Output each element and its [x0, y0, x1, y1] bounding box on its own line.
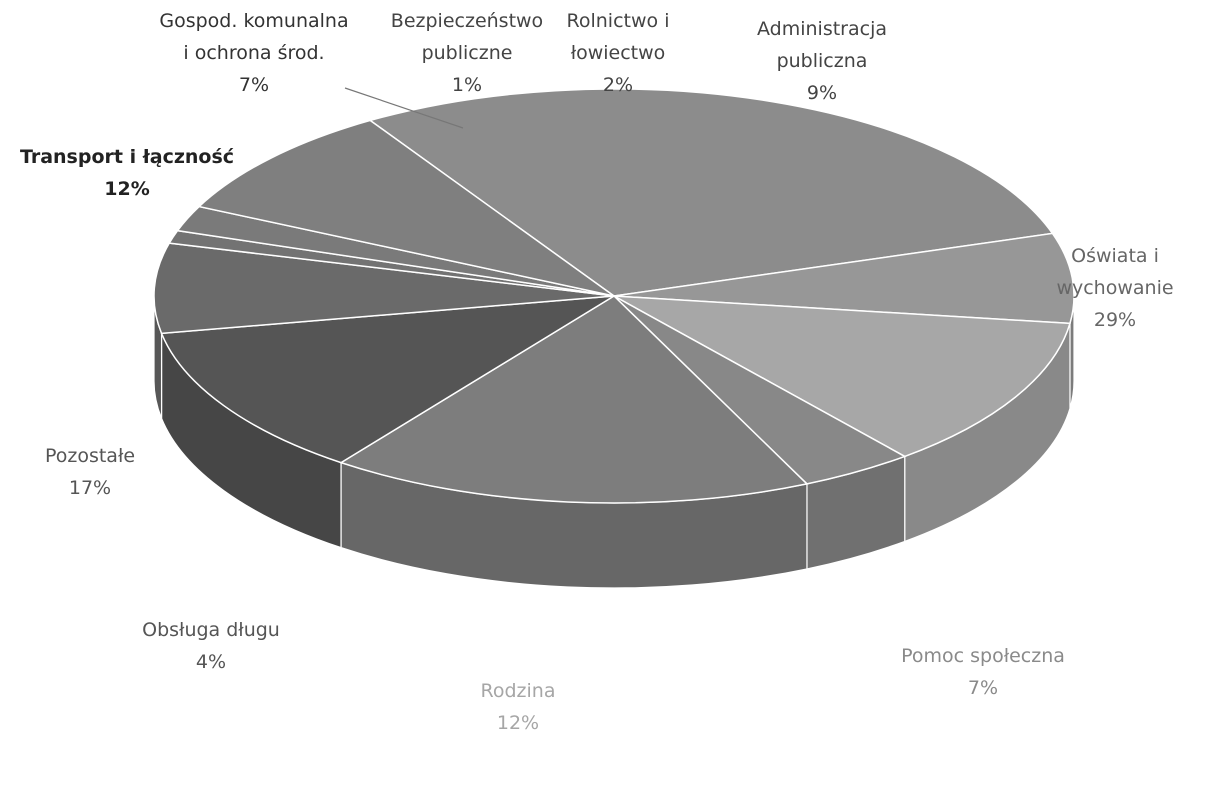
leader-line-gospod-komunalna	[344, 87, 464, 129]
pie-top-group	[153, 88, 1075, 504]
slice-label-bezpieczenstwo-publiczne: Bezpieczeństwo publiczne	[391, 10, 543, 64]
slice-label-obsluga-dlugu: Obsługa długu	[142, 619, 280, 641]
slice-value-oswiata-i-wychowanie: 29%	[1094, 309, 1136, 331]
slice-label-oswiata-i-wychowanie: Oświata i wychowanie	[1056, 245, 1173, 299]
slice-value-bezpieczenstwo-publiczne: 1%	[452, 74, 482, 96]
slice-label-rolnictwo-i-lowiectwo: Rolnictwo i łowiectwo	[567, 10, 670, 64]
pie-slice-oswiata-i-wychowanie	[368, 88, 1054, 297]
slice-value-obsluga-dlugu: 4%	[196, 651, 226, 673]
pie-slice-administracja-publiczna	[197, 119, 615, 297]
slice-label-transport-i-lacznosc: Transport i łączność	[20, 146, 234, 168]
pie-slice-pomoc-spoleczna	[613, 232, 1075, 325]
slice-value-rolnictwo-i-lowiectwo: 2%	[603, 74, 633, 96]
slice-label-pozostale: Pozostałe	[45, 445, 135, 467]
pie-slice-gospod-komunalna-i-ochrona-srod	[153, 242, 615, 335]
slice-value-gospod-komunalna-i-ochrona-srod: 7%	[239, 74, 269, 96]
slice-value-administracja-publiczna: 9%	[807, 82, 837, 104]
slice-label-administracja-publiczna: Administracja publiczna	[757, 18, 887, 72]
slice-value-pozostale: 17%	[69, 477, 111, 499]
pie-slice-pozostale	[339, 295, 809, 504]
slice-label-pomoc-spoleczna: Pomoc społeczna	[901, 645, 1065, 667]
slice-value-rodzina: 12%	[497, 712, 539, 734]
slice-label-gospod-komunalna-i-ochrona-srod: Gospod. komunalna i ochrona środ.	[159, 10, 348, 64]
pie-slice-transport-i-lacznosc	[160, 295, 615, 464]
slice-value-transport-i-lacznosc: 12%	[104, 178, 149, 200]
pie-labels: Oświata i wychowanie 29% Pomoc społeczna 7% R…	[20, 10, 1174, 734]
pie-slice-rodzina	[613, 295, 1071, 458]
slice-value-pomoc-spoleczna: 7%	[968, 677, 998, 699]
slice-label-rodzina: Rodzina	[481, 680, 556, 702]
